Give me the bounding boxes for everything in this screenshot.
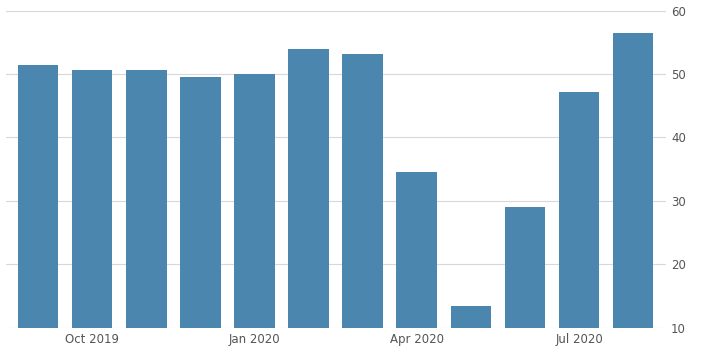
- Bar: [559, 93, 599, 352]
- Bar: [126, 70, 167, 352]
- Bar: [72, 70, 112, 352]
- Bar: [342, 54, 383, 352]
- Bar: [613, 33, 654, 352]
- Bar: [397, 172, 437, 352]
- Bar: [234, 74, 274, 352]
- Bar: [180, 77, 221, 352]
- Bar: [288, 49, 329, 352]
- Bar: [17, 65, 58, 352]
- Bar: [451, 306, 491, 352]
- Bar: [505, 207, 545, 352]
